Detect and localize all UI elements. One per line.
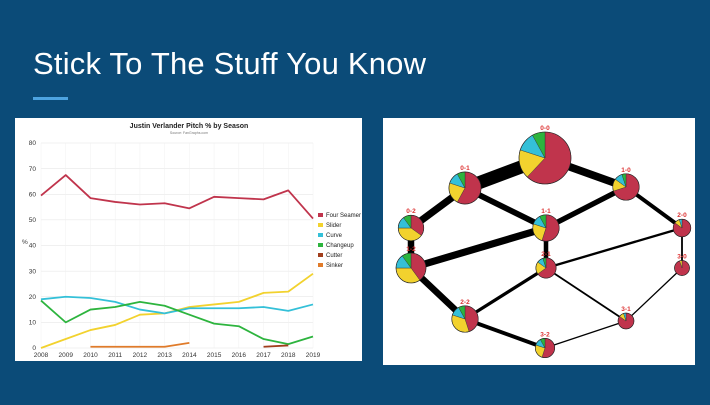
legend-swatch-sinker	[318, 263, 323, 267]
x-tick-label: 2013	[157, 352, 172, 359]
legend-label-changeup: Changeup	[326, 243, 354, 249]
y-tick-label: 10	[29, 320, 37, 327]
y-tick-label: 60	[29, 191, 37, 198]
count-node-2-2: 2-2	[451, 299, 479, 333]
node-label-1-2: 1-2	[406, 246, 416, 253]
edge-2-1-to-2-2	[463, 266, 548, 321]
edge-1-0-to-1-1	[543, 184, 629, 231]
node-outline	[674, 260, 690, 276]
node-outline	[397, 214, 425, 242]
count-node-0-2: 0-2	[397, 208, 425, 242]
grid	[40, 142, 314, 349]
series-line-changeup	[40, 299, 314, 346]
y-axis-label: %	[22, 239, 28, 246]
node-outline	[448, 171, 482, 205]
y-tick-label: 80	[29, 140, 37, 147]
y-ticks: 0 10 20 30 40 50 60 70 80	[29, 140, 37, 352]
edge-1-1-to-1-2	[407, 224, 550, 272]
legend-swatch-four-seamer	[318, 213, 323, 217]
line-chart-panel: Justin Verlander Pitch % by Season Sourc…	[15, 118, 362, 361]
legend-swatch-slider	[318, 223, 323, 227]
nodes: 0-0 0-1 1-0 0-2 1-1 2-0 1-2 2-1 3-0 2-2 3-1 3-2	[395, 125, 692, 359]
series-line-sinker	[90, 341, 190, 348]
count-node-1-0: 1-0	[612, 167, 640, 201]
node-label-3-0: 3-0	[677, 253, 687, 260]
x-tick-label: 2017	[256, 352, 271, 359]
count-node-2-1: 2-1	[535, 251, 557, 279]
legend-swatch-cutter	[318, 253, 323, 257]
x-tick-label: 2012	[133, 352, 148, 359]
count-node-3-1: 3-1	[617, 306, 635, 330]
node-label-2-2: 2-2	[460, 299, 470, 306]
node-label-0-1: 0-1	[460, 165, 470, 172]
node-outline	[535, 257, 557, 279]
x-tick-label: 2015	[207, 352, 222, 359]
count-diagram-panel: 0-0 0-1 1-0 0-2 1-1 2-0 1-2 2-1 3-0 2-2 3-1 3-2	[383, 118, 695, 365]
node-outline	[534, 337, 556, 359]
edge-3-0-to-3-1	[625, 267, 683, 322]
edge-2-1-to-3-1	[545, 267, 627, 322]
title-underline	[33, 97, 68, 100]
node-outline	[672, 218, 692, 238]
y-tick-label: 0	[32, 345, 36, 352]
node-label-0-0: 0-0	[540, 125, 550, 132]
x-tick-label: 2016	[232, 352, 247, 359]
count-node-1-1: 1-1	[532, 208, 560, 242]
count-node-0-0: 0-0	[518, 125, 572, 185]
count-node-3-2: 3-2	[534, 331, 556, 359]
node-outline	[617, 312, 635, 330]
legend-swatch-curve	[318, 233, 323, 237]
edge-2-2-to-3-2	[463, 317, 547, 350]
x-ticks: 2008 2009 2010 2011 2012 2013 2014 2015 2016 2017…	[34, 352, 321, 359]
count-diagram: 0-0 0-1 1-0 0-2 1-1 2-0 1-2 2-1 3-0 2-2 3-1 3-2	[395, 125, 692, 359]
slide-title: Stick To The Stuff You Know	[33, 46, 427, 81]
y-tick-label: 70	[29, 166, 37, 173]
edge-2-0-to-2-1	[544, 226, 684, 270]
edge-3-1-to-3-2	[544, 320, 627, 349]
legend-label-four-seamer: Four Seamer	[326, 213, 361, 219]
count-node-3-0: 3-0	[674, 253, 690, 276]
count-node-2-0: 2-0	[672, 212, 692, 238]
legend-label-slider: Slider	[326, 223, 341, 229]
x-tick-label: 2014	[182, 352, 197, 359]
node-label-2-0: 2-0	[677, 212, 687, 219]
count-node-0-1: 0-1	[448, 165, 482, 205]
legend-swatch-changeup	[318, 243, 323, 247]
node-label-0-2: 0-2	[406, 208, 416, 215]
y-tick-label: 30	[29, 268, 37, 275]
chart-subtitle: Source: FanGraphs.com	[170, 131, 208, 135]
legend: Four Seamer Slider Curve Changeup Cutter Sink…	[318, 213, 361, 269]
node-outline	[518, 131, 572, 185]
x-tick-label: 2019	[306, 352, 321, 359]
node-outline	[612, 173, 640, 201]
node-label-3-2: 3-2	[540, 331, 550, 338]
node-outline	[532, 214, 560, 242]
x-tick-label: 2009	[58, 352, 73, 359]
y-tick-label: 40	[29, 243, 37, 250]
legend-label-sinker: Sinker	[326, 263, 343, 269]
y-tick-label: 20	[29, 294, 37, 301]
line-chart: Justin Verlander Pitch % by Season Sourc…	[22, 123, 361, 359]
series-line-four-seamer	[40, 174, 314, 220]
node-outline	[451, 305, 479, 333]
x-tick-label: 2018	[281, 352, 296, 359]
legend-label-cutter: Cutter	[326, 253, 342, 259]
x-tick-label: 2008	[34, 352, 49, 359]
legend-label-curve: Curve	[326, 233, 343, 239]
y-tick-label: 50	[29, 217, 37, 224]
count-node-1-2: 1-2	[395, 246, 427, 284]
node-outline	[395, 252, 427, 284]
x-tick-label: 2010	[83, 352, 98, 359]
node-label-1-1: 1-1	[541, 208, 551, 215]
node-label-3-1: 3-1	[621, 306, 631, 313]
chart-title: Justin Verlander Pitch % by Season	[130, 123, 249, 130]
x-tick-label: 2011	[108, 352, 122, 359]
series-lines	[40, 174, 314, 349]
series-line-cutter	[263, 344, 289, 348]
node-label-1-0: 1-0	[621, 167, 631, 174]
node-label-2-1: 2-1	[541, 251, 551, 258]
